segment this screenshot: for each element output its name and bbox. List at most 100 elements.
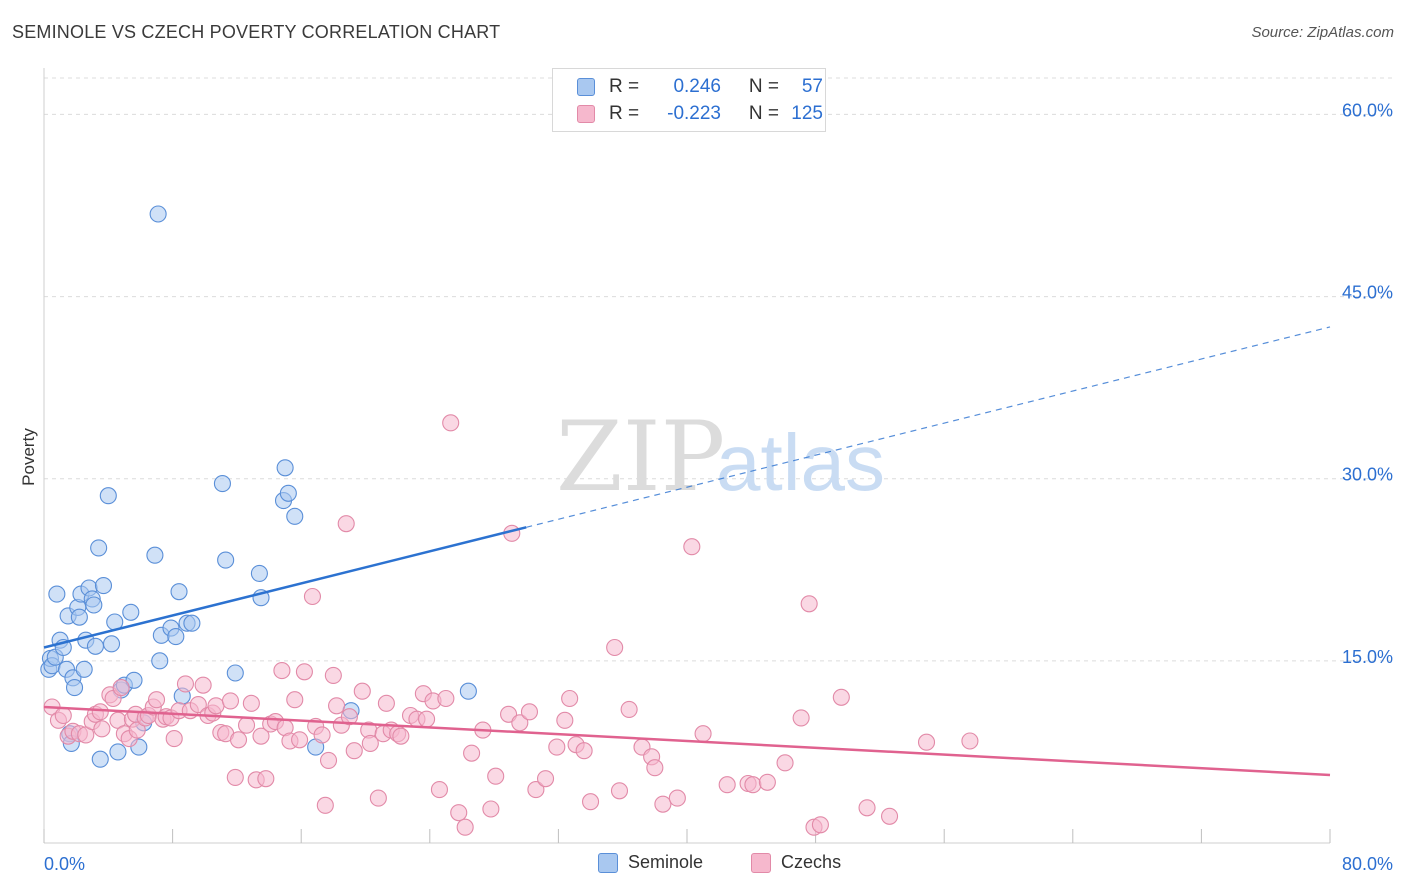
watermark: ZIP atlas [556, 401, 885, 513]
seminole-legend-swatch [598, 852, 618, 873]
czech-point [646, 759, 664, 777]
seminole-point [167, 628, 185, 646]
czech-point [683, 538, 701, 556]
czech-point [487, 767, 505, 785]
czechs-r-value: -0.223 [667, 103, 721, 124]
czech-point [91, 703, 109, 721]
seminole-point [276, 459, 294, 477]
seminole-point [99, 487, 117, 505]
czech-point [744, 776, 762, 794]
czech-point [369, 789, 387, 807]
czechs-n-label: N = [748, 103, 779, 124]
legend-item-czechs[interactable]: Czechs [751, 852, 841, 873]
czech-point [792, 709, 810, 727]
czech-point [450, 804, 468, 822]
czech-point [242, 694, 260, 712]
seminole-point [90, 539, 108, 557]
x-tick-label-min: 0.0% [44, 854, 85, 874]
y-tick-label: 30.0% [1342, 465, 1393, 485]
czech-point [536, 770, 555, 788]
czech-point [718, 776, 736, 794]
seminole-point [151, 652, 169, 670]
chart-title: SEMINOLE VS CZECH POVERTY CORRELATION CH… [12, 22, 501, 42]
czech-point [165, 730, 183, 748]
czech-point [176, 675, 195, 693]
points-layer [40, 205, 979, 836]
czech-point [257, 770, 275, 788]
seminole-point [86, 637, 104, 655]
czech-point [324, 666, 342, 684]
czech-point [511, 714, 529, 732]
czech-point [319, 751, 338, 769]
czech-point [606, 638, 624, 657]
y-axis-label: Poverty [19, 428, 38, 486]
y-tick-label: 45.0% [1342, 283, 1393, 303]
seminole-point [125, 671, 143, 689]
czech-point [237, 716, 256, 734]
seminole-point [286, 507, 304, 525]
czech-point [917, 733, 936, 751]
czech-point [776, 754, 794, 772]
czech-point [340, 708, 358, 726]
czech-point [377, 694, 395, 712]
czech-point [610, 782, 629, 800]
seminole-point [75, 660, 93, 678]
czech-point [392, 727, 410, 745]
czech-point [54, 706, 72, 725]
czechs-legend-label: Czechs [781, 852, 842, 872]
czech-point [93, 720, 111, 738]
czech-point [328, 697, 346, 715]
czech-point [229, 731, 248, 749]
czech-point [581, 793, 600, 811]
czech-point [463, 744, 481, 762]
czechs-legend-swatch [751, 852, 772, 873]
czech-point [295, 663, 313, 681]
seminole-point [85, 596, 103, 614]
x-tick-label-max: 80.0% [1342, 854, 1393, 874]
czech-point [313, 726, 331, 744]
seminole-point [226, 664, 244, 682]
czech-point [858, 799, 876, 817]
czech-point [189, 696, 207, 714]
czech-point [112, 679, 130, 697]
seminole-r-value: 0.246 [673, 76, 721, 97]
seminole-n-value: 57 [801, 76, 823, 97]
czech-point [694, 725, 712, 743]
czech-point [520, 703, 539, 721]
legend-item-seminole[interactable]: Seminole [598, 852, 703, 873]
czech-point [654, 795, 672, 813]
seminole-point [91, 750, 109, 768]
grid-layer [44, 77, 1395, 662]
stats-legend: R = 0.246 N = 57 R = -0.223 N = 125 [552, 68, 826, 132]
czech-point [811, 816, 829, 834]
legend-row-seminole: R = 0.246 N = 57 [577, 74, 823, 100]
czech-point [194, 676, 212, 694]
czech-point [482, 800, 500, 818]
seminole-point [183, 614, 201, 632]
seminole-point [70, 608, 88, 626]
czech-point [832, 688, 850, 706]
seminole-point [149, 205, 167, 223]
czechs-r-label: R = [609, 103, 640, 124]
czech-point [303, 587, 322, 606]
czech-trend-line [43, 705, 1331, 777]
czech-point [418, 710, 436, 728]
axis-layer: 15.0% 30.0% 45.0% 60.0% 0.0% 80.0% [43, 68, 1393, 874]
czech-point [620, 700, 638, 718]
czech-point [221, 692, 240, 710]
czech-point [128, 721, 146, 739]
czech-point [207, 697, 225, 715]
czech-point [575, 742, 593, 760]
czech-point [316, 796, 334, 814]
seminole-trend-line [43, 526, 527, 649]
watermark-atlas: atlas [716, 418, 885, 507]
czechs-swatch [577, 105, 595, 123]
czech-point [430, 781, 448, 799]
czech-point [286, 691, 304, 709]
seminole-point [109, 743, 127, 761]
czechs-n-value: 125 [791, 103, 823, 124]
seminole-point [65, 679, 84, 697]
czech-point [226, 768, 244, 786]
seminole-point [146, 546, 164, 564]
